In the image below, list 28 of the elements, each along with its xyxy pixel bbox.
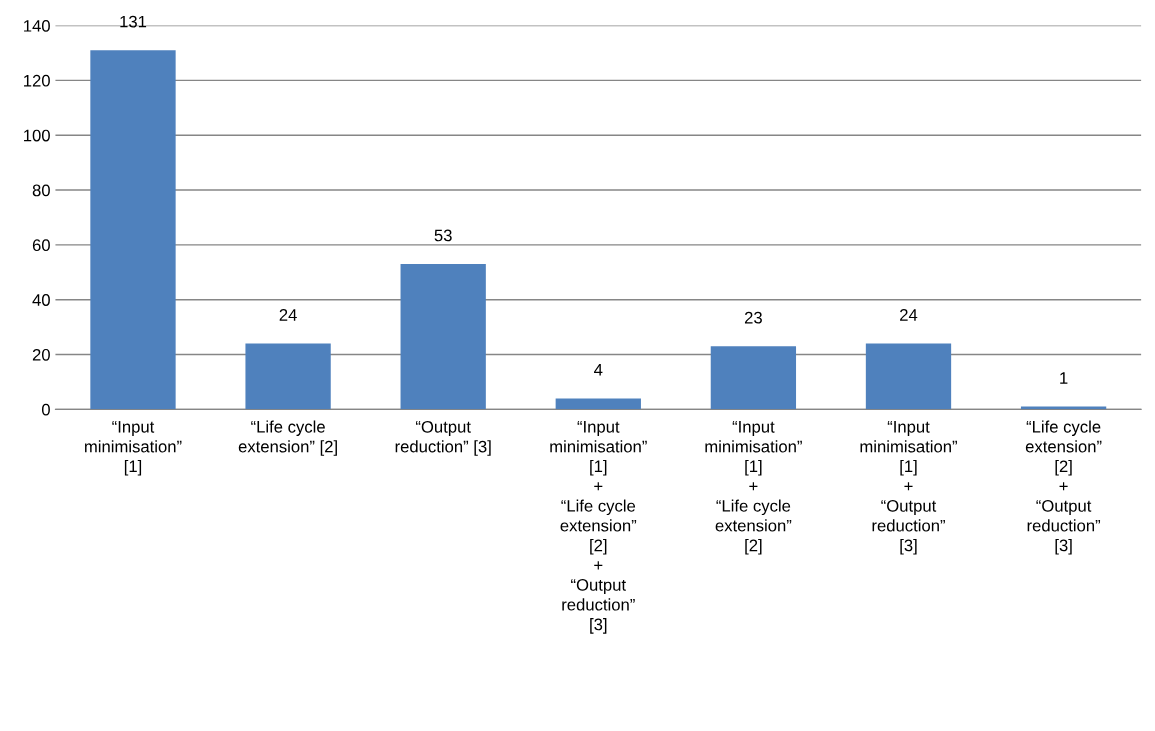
bar [400,264,486,410]
y-tick-label: 0 [41,403,50,416]
data-label: 1 [1060,372,1068,384]
x-tick-label: “Life cycle extension” [2] [238,420,337,456]
bar [555,398,641,410]
x-tick-label: “Input minimisation” [1] + “Output reduction” [3] [860,421,957,555]
bar [865,343,952,410]
data-label: 131 [120,15,147,28]
category-label: “Input minimisation” [1] + “Life cycle extension” [2] + “Output reduction” [3] [550,421,647,634]
bar [90,50,176,410]
y-tick-label: 20 [32,348,50,361]
y-tick-label: 80 [32,184,50,197]
bar [710,346,797,410]
x-tick-label: “Input minimisation” [1] + “Life cycle extension” [2] [705,421,802,555]
data-label: 53 [434,229,452,242]
x-tick-label: “Input minimisation” [1] [85,421,182,476]
y-tick-label: 140 [24,19,50,32]
y-tick-label: 40 [32,294,50,306]
y-tick-label: 100 [24,129,50,142]
data-label: 24 [900,309,918,321]
y-tick-label: 60 [32,239,50,252]
y-tick-label: 120 [24,74,50,87]
bar [245,343,331,410]
x-tick-label: “Output reduction” [3] [395,420,491,456]
data-label: 4 [594,364,603,376]
data-label: 23 [744,311,762,324]
data-label: 24 [279,309,297,321]
x-tick-label: “Life cycle extension” [2] + “Output reduction” [3] [1025,420,1102,555]
